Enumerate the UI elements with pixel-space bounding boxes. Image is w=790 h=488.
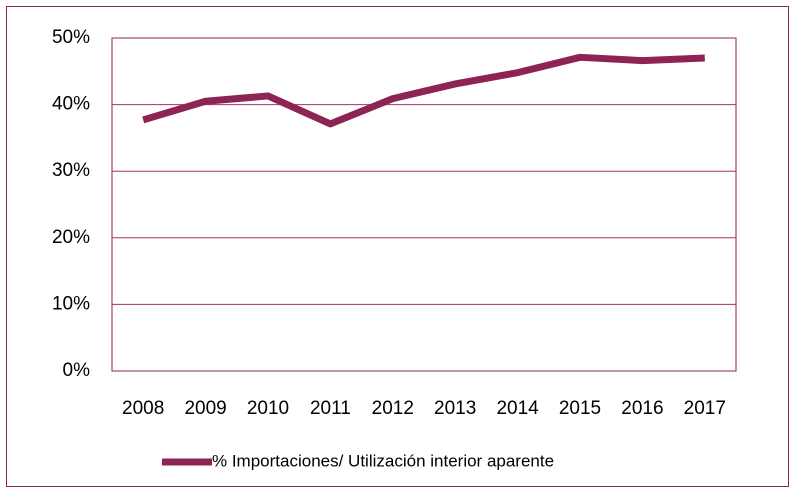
x-tick-label: 2014 xyxy=(496,398,539,419)
y-tick-label: 50% xyxy=(52,27,90,48)
chart-border xyxy=(6,6,789,487)
x-tick-label: 2015 xyxy=(559,398,601,419)
x-tick-label: 2008 xyxy=(122,398,164,419)
legend-label: % Importaciones/ Utilización interior ap… xyxy=(212,451,554,470)
x-tick-label: 2010 xyxy=(247,398,289,419)
x-tick-label: 2017 xyxy=(684,398,726,419)
line xyxy=(142,53,705,128)
x-tick-label: 2016 xyxy=(621,398,663,419)
x-tick-label: 2011 xyxy=(310,398,351,419)
y-tick-label: 20% xyxy=(52,227,90,248)
x-tick-label: 2012 xyxy=(372,398,414,419)
plot-border xyxy=(111,37,737,372)
x-tick-label: 2013 xyxy=(434,398,476,419)
x-tick-label: 2009 xyxy=(184,398,226,419)
y-tick-label: 10% xyxy=(52,293,90,314)
y-tick-label: 40% xyxy=(52,94,90,115)
y-tick-label: 30% xyxy=(52,160,90,181)
y-tick-label: 0% xyxy=(63,360,91,381)
